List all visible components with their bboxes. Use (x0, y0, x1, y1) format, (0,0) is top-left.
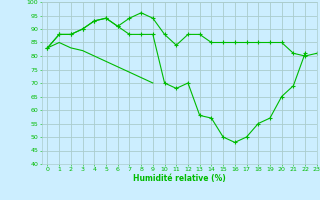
X-axis label: Humidité relative (%): Humidité relative (%) (133, 174, 226, 183)
